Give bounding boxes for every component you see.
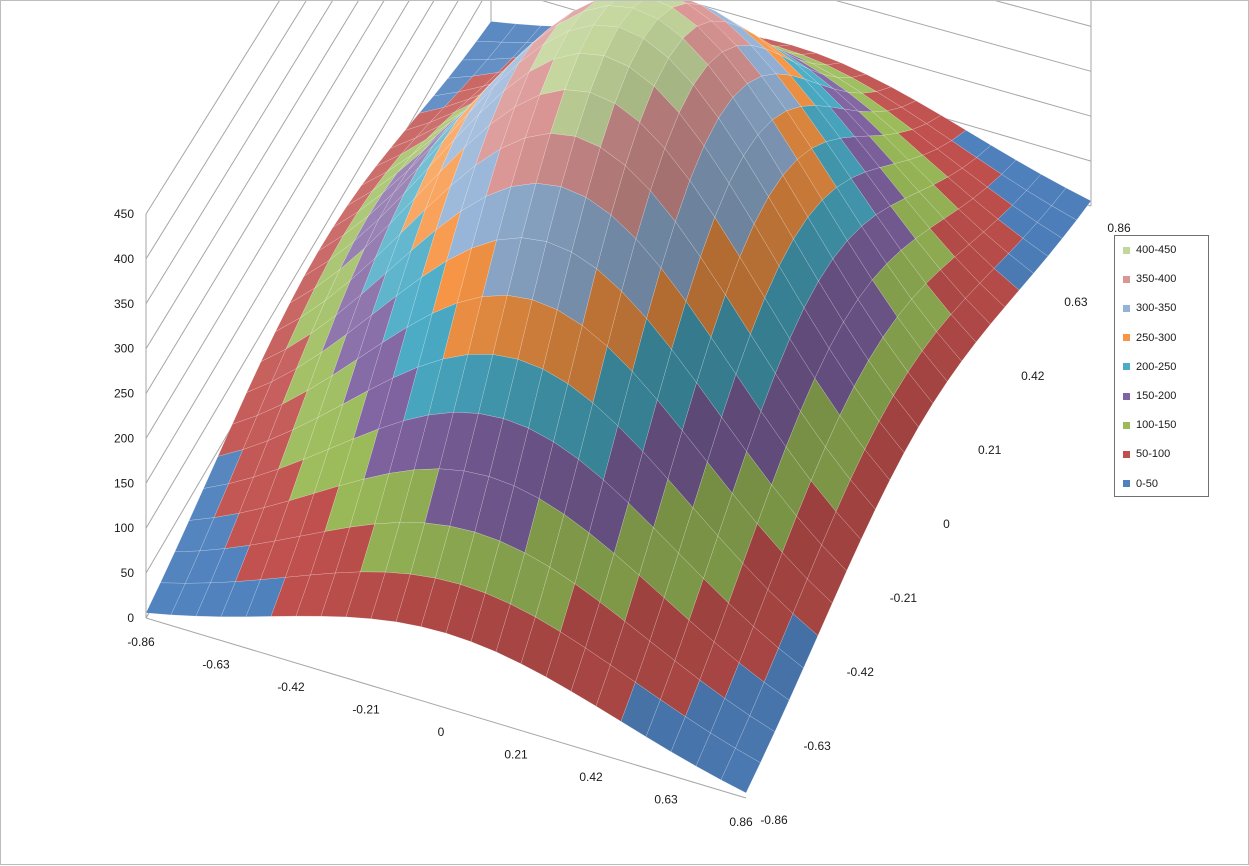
legend-label: 400-450 xyxy=(1136,244,1176,256)
x-tick-label: -0.86 xyxy=(127,635,155,649)
legend-label: 300-350 xyxy=(1136,302,1176,314)
legend-item: 150-200 xyxy=(1123,389,1176,403)
legend-swatch xyxy=(1123,247,1130,254)
x-tick-label: -0.63 xyxy=(202,658,230,672)
legend-label: 0-50 xyxy=(1136,478,1158,490)
z-tick-label: 300 xyxy=(114,342,134,356)
y-tick-label: -0.86 xyxy=(760,813,788,827)
legend-swatch xyxy=(1123,334,1130,341)
x-tick-label: 0.63 xyxy=(654,793,678,807)
legend-item: 100-150 xyxy=(1123,418,1176,432)
legend-item: 300-350 xyxy=(1123,301,1176,315)
y-tick-label: 0.63 xyxy=(1064,295,1088,309)
z-tick-label: 250 xyxy=(114,387,134,401)
legend-label: 100-150 xyxy=(1136,419,1176,431)
x-tick-label: 0.21 xyxy=(504,748,528,762)
y-tick-label: -0.63 xyxy=(803,739,831,753)
legend-item: 400-450 xyxy=(1123,243,1176,257)
y-tick-label: -0.42 xyxy=(847,665,875,679)
legend: 400-450 350-400 300-350 250-300 200-250 150-2… xyxy=(1114,235,1209,497)
z-tick-label: 200 xyxy=(114,431,134,445)
legend-swatch xyxy=(1123,480,1130,487)
legend-swatch xyxy=(1123,276,1130,283)
legend-label: 200-250 xyxy=(1136,361,1176,373)
z-tick-label: 400 xyxy=(114,252,134,266)
z-tick-label: 450 xyxy=(114,207,134,221)
z-tick-label: 0 xyxy=(127,611,134,625)
legend-item: 50-100 xyxy=(1123,447,1170,461)
x-tick-label: -0.42 xyxy=(277,680,305,694)
legend-swatch xyxy=(1123,451,1130,458)
z-tick-label: 100 xyxy=(114,521,134,535)
legend-label: 250-300 xyxy=(1136,332,1176,344)
legend-item: 200-250 xyxy=(1123,360,1176,374)
legend-item: 250-300 xyxy=(1123,331,1176,345)
legend-swatch xyxy=(1123,305,1130,312)
legend-label: 150-200 xyxy=(1136,390,1176,402)
legend-swatch xyxy=(1123,393,1130,400)
z-tick-label: 350 xyxy=(114,297,134,311)
legend-item: 350-400 xyxy=(1123,272,1176,286)
z-tick-label: 150 xyxy=(114,476,134,490)
legend-swatch xyxy=(1123,422,1130,429)
legend-swatch xyxy=(1123,363,1130,370)
z-tick-label: 50 xyxy=(121,566,135,580)
x-tick-label: -0.21 xyxy=(352,703,380,717)
y-tick-label: -0.21 xyxy=(890,591,918,605)
x-tick-label: 0.86 xyxy=(729,815,753,829)
x-tick-label: 0 xyxy=(438,725,445,739)
legend-label: 350-400 xyxy=(1136,273,1176,285)
y-tick-label: 0.42 xyxy=(1021,369,1045,383)
y-tick-label: 0.86 xyxy=(1107,221,1131,235)
x-tick-label: 0.42 xyxy=(579,770,603,784)
y-tick-label: 0 xyxy=(943,517,950,531)
y-tick-label: 0.21 xyxy=(978,443,1002,457)
legend-label: 50-100 xyxy=(1136,448,1170,460)
z-axis-tick-labels: 0 50 100 150 200 250 300 350 400 450 xyxy=(114,207,134,625)
legend-item: 0-50 xyxy=(1123,477,1158,491)
